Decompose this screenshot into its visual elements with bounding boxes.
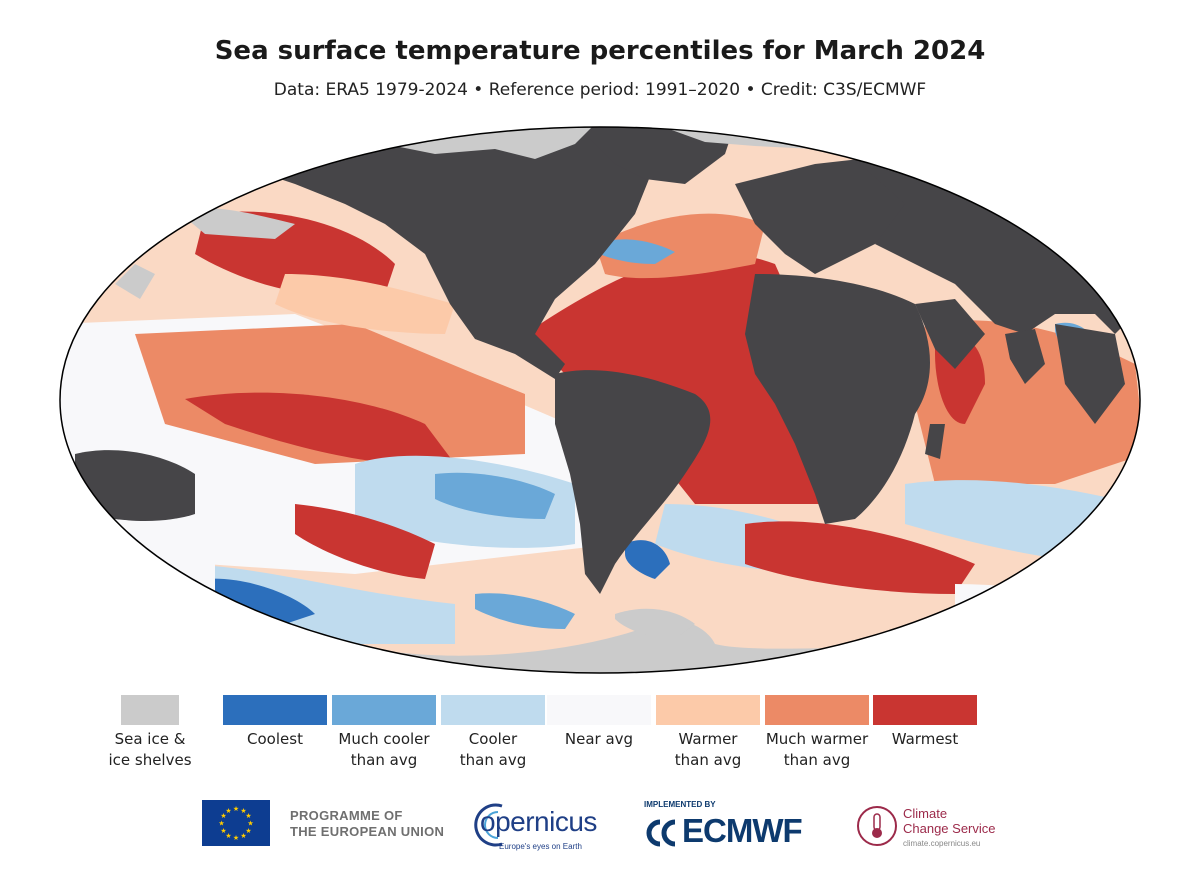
footer-logos: ★ ★ ★ ★ ★ ★ ★ ★ ★ ★ ★ ★ PROGRAMME OF THE EUROPEA… — [0, 792, 1200, 862]
svg-text:★: ★ — [240, 832, 246, 840]
europe — [735, 154, 915, 274]
c3s-logo: Climate Change Service climate.copernicu… — [855, 800, 1015, 856]
arabia — [915, 299, 985, 369]
legend-swatch-warmer — [656, 695, 760, 725]
eu-programme-text: PROGRAMME OF THE EUROPEAN UNION — [290, 808, 445, 839]
africa — [745, 274, 930, 524]
land-masses — [75, 127, 1140, 594]
legend-label-much-warmer: Much warmer than avg — [765, 730, 869, 769]
svg-text:★: ★ — [220, 827, 226, 835]
map-title: Sea surface temperature percentiles for … — [214, 36, 986, 66]
svg-text:★: ★ — [245, 812, 251, 820]
globe-outline — [59, 126, 1141, 674]
sst-anomaly-layer — [60, 211, 1140, 644]
ecmwf-logo: IMPLEMENTED BY ECMWF — [642, 798, 832, 854]
legend-swatch-much-warmer — [765, 695, 869, 725]
legend-label-warmer: Warmer than avg — [674, 730, 742, 769]
legend-swatch-warmest — [873, 695, 977, 725]
svg-text:★: ★ — [218, 820, 224, 828]
south-america — [555, 370, 711, 594]
legend-label-cooler: Cooler than avg — [459, 730, 527, 769]
world-map — [59, 126, 1141, 674]
madagascar — [925, 424, 945, 459]
c3s-title: Climate Change Service — [903, 806, 996, 836]
ecmwf-wordmark: ECMWF — [682, 812, 803, 849]
legend-swatch-much-cooler — [332, 695, 436, 725]
ecmwf-logo-icon — [646, 819, 676, 847]
svg-text:★: ★ — [247, 820, 253, 828]
greenland — [575, 127, 735, 184]
svg-text:★: ★ — [240, 807, 246, 815]
svg-text:★: ★ — [225, 832, 231, 840]
svg-text:★: ★ — [225, 807, 231, 815]
svg-text:★: ★ — [233, 805, 239, 813]
legend-swatch-coolest — [223, 695, 327, 725]
australia — [75, 450, 195, 521]
legend-label-near-avg: Near avg — [564, 730, 634, 748]
india — [1005, 329, 1045, 384]
legend-swatch-sea-ice — [121, 695, 179, 725]
copernicus-logo-icon — [474, 803, 503, 847]
ecmwf-implemented-by: IMPLEMENTED BY — [644, 800, 716, 809]
copernicus-wordmark: opernicus — [480, 806, 597, 837]
map-subtitle: Data: ERA5 1979-2024 • Reference period:… — [273, 80, 927, 100]
legend-label-coolest: Coolest — [247, 730, 303, 748]
legend-swatch-cooler — [441, 695, 545, 725]
legend-label-sea-ice: Sea ice & ice shelves — [108, 730, 192, 769]
svg-text:★: ★ — [245, 827, 251, 835]
svg-text:★: ★ — [220, 812, 226, 820]
copernicus-logo: opernicus Europe's eyes on Earth — [472, 796, 622, 856]
legend-label-warmest: Warmest — [891, 730, 959, 748]
legend-label-much-cooler: Much cooler than avg — [338, 730, 430, 769]
c3s-url: climate.copernicus.eu — [903, 839, 981, 848]
north-america — [225, 127, 655, 379]
eu-flag-icon: ★ ★ ★ ★ ★ ★ ★ ★ ★ ★ ★ ★ — [202, 800, 270, 846]
legend-swatch-near-avg — [547, 695, 651, 725]
svg-text:★: ★ — [233, 834, 239, 842]
thermometer-icon — [857, 806, 897, 846]
copernicus-tagline: Europe's eyes on Earth — [499, 842, 582, 851]
southeast-asia — [1055, 324, 1125, 424]
